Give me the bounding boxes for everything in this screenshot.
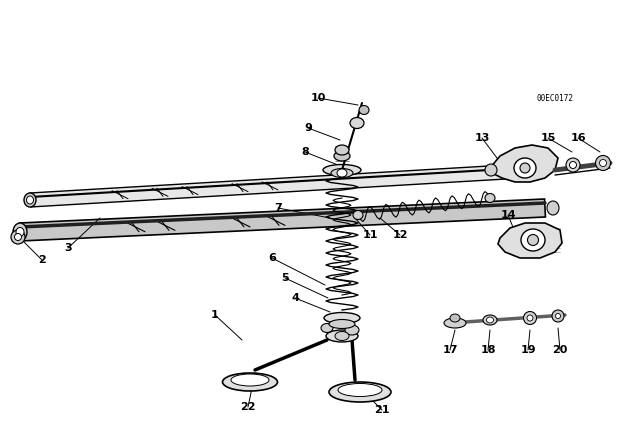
Text: 12: 12 (392, 230, 408, 240)
Polygon shape (29, 163, 540, 207)
Text: 4: 4 (291, 293, 299, 303)
Ellipse shape (485, 164, 497, 176)
Text: 1: 1 (211, 310, 219, 320)
Polygon shape (498, 223, 562, 258)
Ellipse shape (552, 310, 564, 322)
Text: 00EC0172: 00EC0172 (536, 94, 573, 103)
Ellipse shape (334, 151, 350, 161)
Text: 22: 22 (240, 402, 256, 412)
Ellipse shape (326, 330, 358, 342)
Ellipse shape (353, 211, 363, 220)
Text: 10: 10 (310, 93, 326, 103)
Text: 2: 2 (38, 255, 46, 265)
Ellipse shape (566, 158, 580, 172)
Ellipse shape (338, 383, 382, 396)
Text: 7: 7 (274, 203, 282, 213)
Ellipse shape (26, 196, 33, 204)
Ellipse shape (527, 315, 533, 321)
Text: 15: 15 (540, 133, 556, 143)
Ellipse shape (527, 234, 538, 246)
Text: 20: 20 (552, 345, 568, 355)
Ellipse shape (335, 332, 349, 340)
Text: 19: 19 (520, 345, 536, 355)
Text: 8: 8 (301, 147, 309, 157)
Text: 16: 16 (570, 133, 586, 143)
Ellipse shape (521, 229, 545, 251)
Ellipse shape (223, 373, 278, 391)
Ellipse shape (329, 319, 355, 328)
Ellipse shape (444, 318, 466, 328)
Ellipse shape (323, 164, 361, 176)
Ellipse shape (321, 323, 333, 332)
Ellipse shape (595, 155, 611, 171)
Text: 13: 13 (474, 133, 490, 143)
Text: 11: 11 (362, 230, 378, 240)
Ellipse shape (329, 382, 391, 402)
Ellipse shape (11, 230, 25, 244)
Ellipse shape (231, 374, 269, 386)
Ellipse shape (556, 314, 561, 319)
Ellipse shape (24, 193, 36, 207)
Text: 21: 21 (374, 405, 390, 415)
Ellipse shape (514, 158, 536, 178)
Ellipse shape (485, 194, 495, 202)
Ellipse shape (483, 315, 497, 325)
Polygon shape (490, 145, 558, 182)
Ellipse shape (345, 325, 359, 335)
Ellipse shape (331, 168, 353, 177)
Text: 9: 9 (304, 123, 312, 133)
Ellipse shape (337, 169, 347, 177)
Text: 14: 14 (500, 210, 516, 220)
Ellipse shape (570, 161, 577, 168)
Polygon shape (20, 199, 545, 241)
Ellipse shape (600, 159, 607, 167)
Text: 18: 18 (480, 345, 496, 355)
Ellipse shape (350, 117, 364, 129)
Ellipse shape (486, 317, 493, 323)
Text: 6: 6 (268, 253, 276, 263)
Ellipse shape (15, 233, 22, 241)
Text: 3: 3 (64, 243, 72, 253)
Ellipse shape (13, 223, 27, 241)
Text: 17: 17 (442, 345, 458, 355)
Ellipse shape (524, 311, 536, 324)
Ellipse shape (335, 145, 349, 155)
Ellipse shape (520, 163, 530, 173)
Ellipse shape (547, 201, 559, 215)
Text: 5: 5 (281, 273, 289, 283)
Ellipse shape (16, 228, 24, 237)
Ellipse shape (359, 105, 369, 115)
Ellipse shape (324, 313, 360, 323)
Ellipse shape (450, 314, 460, 322)
